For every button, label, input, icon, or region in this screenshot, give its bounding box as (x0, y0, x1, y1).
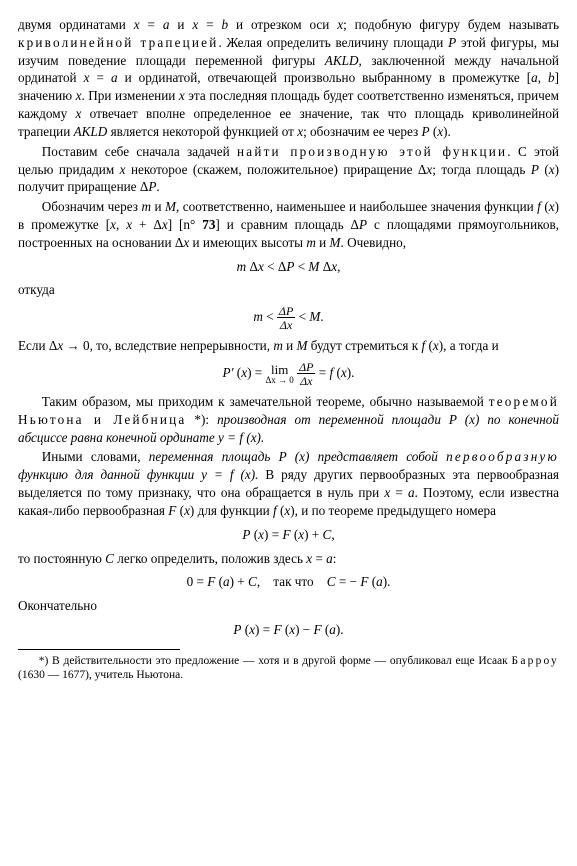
para-8: то постоянную C легко определить, положи… (18, 550, 559, 568)
equation-2: m < ΔPΔx < M. (18, 305, 559, 331)
para-6: Таким образом, мы приходим к замечательн… (18, 393, 559, 446)
para-7: Иными словами, переменная площадь P (x) … (18, 448, 559, 519)
equation-3: P′ (x) = limΔx → 0 ΔPΔx = f (x). (18, 361, 559, 387)
equation-4: P (x) = F (x) + C, (18, 526, 559, 544)
equation-5: 0 = F (a) + C, так что C = − F (a). (18, 573, 559, 591)
para-3: Обозначим через m и M, соответственно, н… (18, 198, 559, 251)
para-2: Поставим себе сначала задачей найти прои… (18, 143, 559, 196)
equation-6: P (x) = F (x) − F (a). (18, 621, 559, 639)
footnote-separator (18, 649, 180, 650)
para-9: Окончательно (18, 597, 559, 615)
footnote: *) В действительности это предложение — … (18, 654, 559, 683)
para-1: двумя ординатами x = a и x = b и отрезко… (18, 16, 559, 141)
equation-1: m Δx < ΔP < M Δx, (18, 258, 559, 276)
para-4: откуда (18, 281, 559, 299)
para-5: Если Δx → 0, то, вследствие непрерывност… (18, 337, 559, 355)
